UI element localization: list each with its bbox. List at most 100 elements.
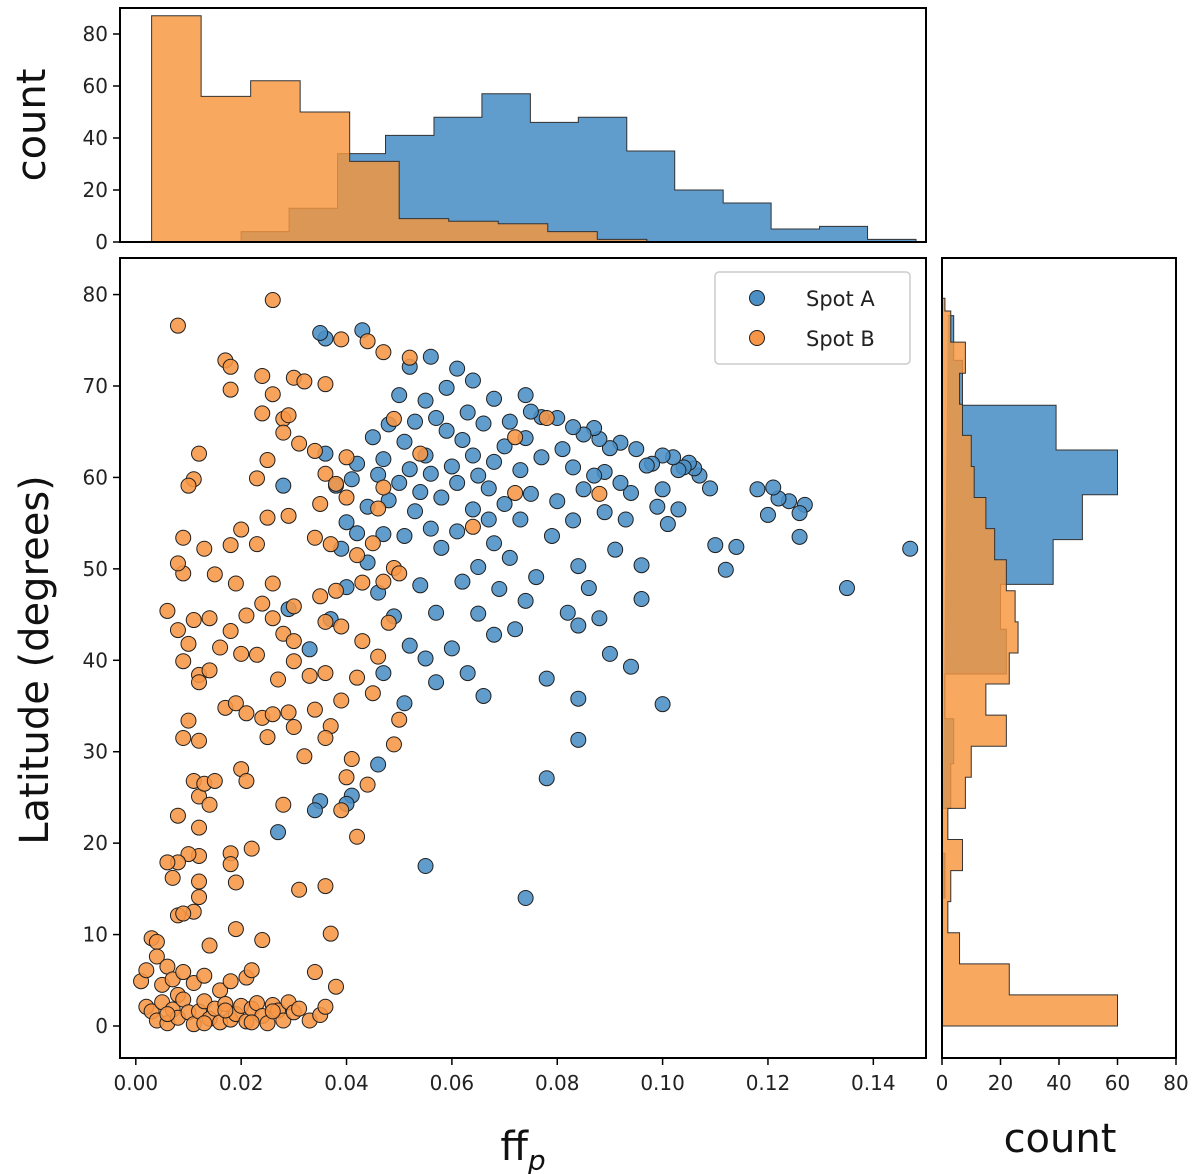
scatter-point-spot-a — [543, 527, 560, 544]
scatter-point-spot-a — [702, 480, 719, 497]
scatter-point-spot-b — [248, 646, 265, 663]
scatter-point-spot-a — [580, 580, 597, 597]
scatter-point-spot-b — [191, 674, 208, 691]
x-tick-label: 0.04 — [324, 1071, 369, 1095]
scatter-point-spot-a — [501, 549, 518, 566]
scatter-point-spot-b — [333, 618, 350, 635]
scatter-point-spot-b — [196, 540, 213, 557]
scatter-frame — [119, 257, 927, 1059]
scatter-point-spot-b — [317, 878, 334, 895]
scatter-point-spot-b — [317, 613, 334, 630]
scatter-point-spot-a — [565, 512, 582, 529]
scatter-point-spot-a — [396, 695, 413, 712]
y-tick-label: 10 — [83, 923, 108, 947]
scatter-point-spot-a — [649, 498, 666, 515]
scatter-y-label: Latitude (degrees) — [12, 475, 58, 845]
scatter-point-spot-a — [428, 674, 445, 691]
scatter-point-spot-a — [401, 637, 418, 654]
scatter-point-spot-b — [238, 705, 255, 722]
scatter-point-spot-b — [180, 712, 197, 729]
scatter-point-spot-b — [349, 669, 366, 686]
scatter-point-spot-b — [343, 751, 360, 768]
scatter-point-spot-b — [349, 547, 366, 564]
scatter-point-spot-a — [554, 441, 571, 458]
scatter-point-spot-a — [759, 506, 776, 523]
legend: Spot A Spot B — [714, 271, 911, 365]
y-tick-label: 40 — [83, 648, 108, 672]
scatter-point-spot-a — [654, 481, 671, 498]
x-tick-label: 0.08 — [535, 1071, 580, 1095]
scatter-point-spot-a — [622, 658, 639, 675]
scatter-point-spot-a — [633, 591, 650, 608]
scatter-point-spot-a — [791, 528, 808, 545]
x-tick-label: 0.10 — [640, 1071, 685, 1095]
scatter-point-spot-b — [354, 574, 371, 591]
scatter-point-spot-b — [159, 602, 176, 619]
scatter-point-spot-b — [275, 1012, 292, 1029]
scatter-point-spot-a — [417, 858, 434, 874]
scatter-point-spot-b — [227, 921, 244, 938]
scatter-point-spot-b — [507, 429, 524, 446]
scatter-point-spot-b — [280, 507, 297, 524]
scatter-point-spot-a — [275, 477, 292, 494]
scatter-point-spot-b — [375, 573, 392, 590]
scatter-point-spot-b — [370, 648, 387, 665]
scatter-point-spot-a — [486, 453, 503, 470]
scatter-point-spot-a — [480, 480, 497, 497]
scatter-point-spot-b — [233, 521, 250, 538]
scatter-point-spot-b — [201, 610, 218, 627]
scatter-point-spot-a — [586, 467, 603, 484]
scatter-point-spot-b — [222, 623, 239, 640]
scatter-point-spot-b — [238, 607, 255, 624]
scatter-point-spot-b — [175, 529, 192, 546]
x-tick-label: 0.06 — [430, 1071, 475, 1095]
scatter-point-spot-b — [201, 937, 218, 954]
scatter-point-spot-a — [507, 621, 524, 638]
scatter-point-spot-b — [222, 381, 239, 398]
scatter-point-spot-a — [496, 495, 513, 512]
scatter-point-spot-a — [306, 802, 323, 819]
scatter-point-spot-b — [391, 711, 408, 728]
right-x-tick-label: 60 — [1105, 1071, 1130, 1095]
scatter-point-spot-b — [175, 905, 192, 922]
x-tick-label: 0.02 — [219, 1071, 264, 1095]
scatter-point-spot-a — [601, 645, 618, 662]
scatter-point-spot-b — [280, 407, 297, 424]
scatter-x-ticks: 0.00 0.02 0.04 0.06 0.08 0.10 0.12 0.14 — [114, 1058, 896, 1095]
scatter-point-spot-a — [407, 413, 424, 430]
y-tick-label: 30 — [83, 740, 108, 764]
scatter-point-spot-a — [270, 824, 287, 841]
scatter-point-spot-a — [459, 404, 476, 421]
y-tick-label: 70 — [83, 374, 108, 398]
scatter-point-spot-b — [306, 442, 323, 459]
scatter-point-spot-a — [422, 348, 439, 365]
scatter-point-spot-b — [327, 582, 344, 599]
scatter-point-spot-b — [375, 479, 392, 496]
scatter-point-spot-b — [201, 662, 218, 679]
scatter-point-spot-b — [196, 967, 213, 984]
scatter-point-spot-a — [475, 415, 492, 432]
scatter-point-spot-a — [480, 511, 497, 528]
scatter-point-spot-b — [285, 653, 302, 670]
scatter-point-spot-b — [291, 881, 308, 898]
scatter-point-spot-a — [559, 604, 576, 621]
legend-marker-spot-a — [749, 290, 765, 306]
scatter-point-spot-a — [370, 756, 387, 773]
scatter-point-spot-b — [317, 998, 334, 1015]
scatter-point-spot-a — [522, 485, 539, 502]
scatter-point-spot-b — [259, 452, 276, 469]
scatter-point-spot-b — [312, 588, 329, 605]
scatter-point-spot-b — [275, 796, 292, 813]
scatter-point-spot-b — [338, 769, 355, 786]
scatter-point-spot-b — [270, 671, 287, 688]
scatter-point-spot-a — [301, 641, 318, 658]
scatter-point-spot-a — [528, 569, 545, 586]
scatter-point-spot-b — [217, 1002, 234, 1019]
scatter-point-spot-b — [175, 964, 192, 981]
legend-label-spot-a: Spot A — [806, 287, 875, 311]
y-tick-label: 60 — [83, 465, 108, 489]
scatter-point-spot-a — [612, 474, 629, 491]
scatter-point-spot-b — [275, 424, 292, 441]
scatter-point-spot-b — [338, 489, 355, 506]
scatter-point-spot-b — [312, 495, 329, 512]
